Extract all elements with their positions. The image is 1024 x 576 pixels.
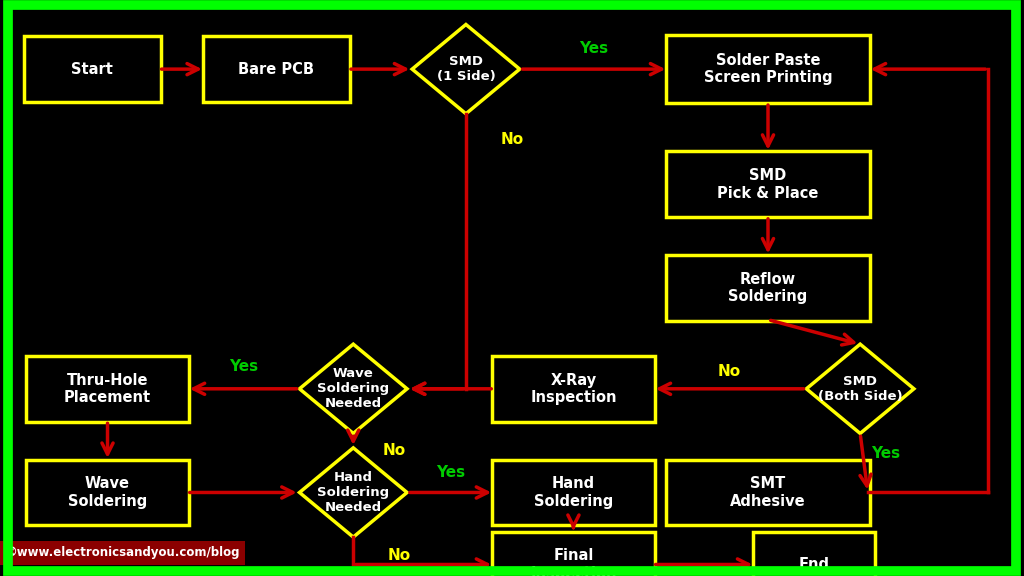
FancyBboxPatch shape <box>754 532 874 576</box>
Text: End: End <box>799 557 829 572</box>
Polygon shape <box>807 344 913 433</box>
Text: Yes: Yes <box>871 446 900 461</box>
Text: Solder Paste
Screen Printing: Solder Paste Screen Printing <box>703 53 833 85</box>
FancyBboxPatch shape <box>493 460 655 525</box>
Polygon shape <box>412 25 520 114</box>
Polygon shape <box>299 448 407 537</box>
Text: No: No <box>383 443 406 458</box>
Text: Hand
Soldering
Needed: Hand Soldering Needed <box>317 471 389 514</box>
Text: Yes: Yes <box>228 359 258 374</box>
Text: Final
Inspection: Final Inspection <box>530 548 616 576</box>
Text: Yes: Yes <box>580 41 608 56</box>
Text: Reflow
Soldering: Reflow Soldering <box>728 272 808 304</box>
Text: No: No <box>501 132 523 147</box>
Text: Start: Start <box>72 62 113 77</box>
Text: SMD
(1 Side): SMD (1 Side) <box>436 55 496 83</box>
FancyBboxPatch shape <box>666 255 869 321</box>
Text: Wave
Soldering
Needed: Wave Soldering Needed <box>317 367 389 410</box>
Text: ©www.electronicsandyou.com/blog: ©www.electronicsandyou.com/blog <box>5 547 240 559</box>
Polygon shape <box>299 344 407 433</box>
Text: No: No <box>718 364 741 379</box>
Text: Yes: Yes <box>436 465 465 480</box>
Text: SMD
Pick & Place: SMD Pick & Place <box>718 168 818 200</box>
FancyBboxPatch shape <box>24 36 161 102</box>
FancyBboxPatch shape <box>666 460 869 525</box>
FancyBboxPatch shape <box>203 36 350 102</box>
Text: SMD
(Both Side): SMD (Both Side) <box>818 375 902 403</box>
Text: Bare PCB: Bare PCB <box>239 62 314 77</box>
Text: Thru-Hole
Placement: Thru-Hole Placement <box>63 373 152 405</box>
FancyBboxPatch shape <box>666 151 869 217</box>
Text: No: No <box>388 548 411 563</box>
Text: SMT
Adhesive: SMT Adhesive <box>730 476 806 509</box>
FancyBboxPatch shape <box>493 356 655 422</box>
FancyBboxPatch shape <box>493 532 655 576</box>
Text: X-Ray
Inspection: X-Ray Inspection <box>530 373 616 405</box>
FancyBboxPatch shape <box>26 460 188 525</box>
Text: Hand
Soldering: Hand Soldering <box>534 476 613 509</box>
FancyBboxPatch shape <box>666 35 869 104</box>
Text: Wave
Soldering: Wave Soldering <box>68 476 147 509</box>
FancyBboxPatch shape <box>26 356 188 422</box>
